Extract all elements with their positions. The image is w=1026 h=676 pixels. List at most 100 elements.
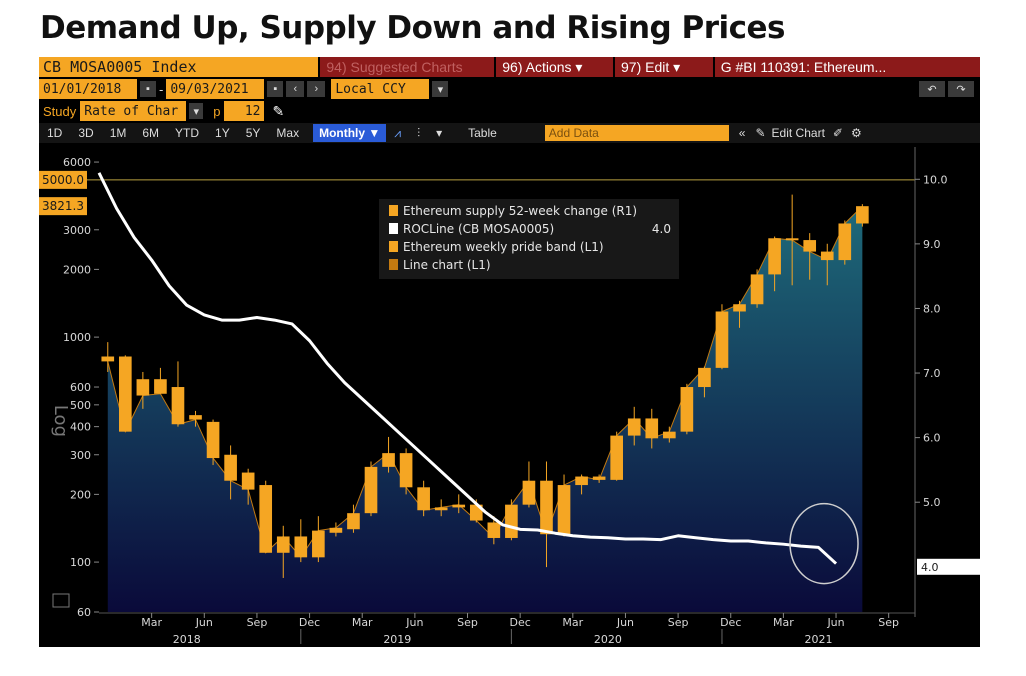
- candle-body: [663, 431, 676, 439]
- candle-body: [329, 527, 343, 533]
- toolbar-study: Study Rate of Char ▾ p 12 ✎: [39, 101, 980, 121]
- candle-body: [154, 379, 167, 394]
- end-date-field[interactable]: 09/03/2021: [166, 79, 265, 99]
- prev-arrow-icon[interactable]: ‹: [286, 81, 305, 97]
- left-axis-tick-label: 100: [70, 556, 91, 569]
- candle-body: [856, 206, 869, 224]
- chart-style-icon[interactable]: ⫶: [417, 125, 421, 140]
- legend-box: [379, 199, 679, 279]
- gear-icon[interactable]: ⚙: [850, 126, 862, 140]
- left-axis-tick-label: 3000: [63, 224, 91, 237]
- legend-swatch: [389, 241, 398, 252]
- left-value-tag-label: 3821.3: [42, 199, 84, 213]
- legend-label: Ethereum supply 52-week change (R1): [403, 204, 637, 218]
- suggested-charts-button[interactable]: 94) Suggested Charts: [320, 57, 495, 77]
- candle-body: [241, 472, 255, 490]
- period-label: p: [213, 103, 221, 119]
- toolbar-periods: 1D 3D 1M 6M YTD 1Y 5Y Max Monthly ▼ ⩘ ⫶ …: [39, 123, 980, 143]
- x-axis-month-label: Mar: [352, 616, 373, 629]
- headline: Demand Up, Supply Down and Rising Prices: [40, 10, 785, 46]
- study-select[interactable]: Rate of Char: [80, 101, 187, 121]
- pencil-icon[interactable]: ✎: [272, 102, 285, 119]
- period-button-ytd[interactable]: YTD: [175, 126, 200, 140]
- edit-chart-button[interactable]: Edit Chart: [771, 126, 825, 140]
- candle-body: [627, 418, 641, 436]
- edit-menu[interactable]: 97) Edit ▾: [615, 57, 713, 77]
- candle-body: [434, 507, 448, 511]
- undo-icon[interactable]: ↶: [919, 81, 945, 97]
- period-button-3d[interactable]: 3D: [78, 126, 94, 140]
- right-axis-tick-label: 9.0: [923, 238, 941, 251]
- left-axis-tick-label: 1000: [63, 331, 91, 344]
- x-axis-year-label: 2018: [173, 633, 201, 646]
- toolbar-dates: 01/01/2018 ▪ - 09/03/2021 ▪ ‹ › Local CC…: [39, 79, 980, 99]
- left-axis-label: Log: [50, 405, 71, 437]
- candle-body: [698, 367, 711, 388]
- calendar-icon[interactable]: ▪: [140, 81, 156, 97]
- period-button-1m[interactable]: 1M: [109, 126, 127, 140]
- period-button-5y[interactable]: 5Y: [245, 126, 261, 140]
- left-value-tag: [39, 197, 87, 216]
- chevron-down-icon[interactable]: ▾: [436, 126, 443, 140]
- right-value-tag-label: 4.0: [921, 561, 939, 574]
- candle-body: [347, 513, 360, 530]
- price-area: [107, 206, 863, 612]
- edit-small-icon[interactable]: ✐: [832, 126, 843, 140]
- candle-body: [733, 304, 746, 312]
- right-axis-tick-label: 5.0: [923, 496, 941, 509]
- left-axis-tick-label: 600: [70, 381, 91, 394]
- period-button-max[interactable]: Max: [276, 126, 300, 140]
- period-button-1d[interactable]: 1D: [47, 126, 63, 140]
- period-field[interactable]: 12: [224, 101, 265, 121]
- legend-swatch: [389, 259, 398, 270]
- x-axis-month-label: Sep: [668, 616, 689, 629]
- candle-body: [224, 454, 237, 481]
- candle-body: [610, 435, 623, 480]
- calendar-icon[interactable]: ▪: [267, 81, 284, 97]
- candle-body: [522, 480, 536, 505]
- legend-label: Line chart (L1): [403, 258, 491, 272]
- chart-type-icon[interactable]: ⩘: [394, 125, 402, 140]
- candle-body: [206, 421, 220, 459]
- period-button-1y[interactable]: 1Y: [215, 126, 230, 140]
- x-axis-month-label: Jun: [616, 616, 634, 629]
- pencil-icon[interactable]: ✎: [755, 126, 766, 140]
- period-button-6m[interactable]: 6M: [142, 126, 160, 140]
- candle-body: [101, 356, 115, 362]
- graph-id-label[interactable]: G #BI 110391: Ethereum...: [714, 57, 980, 77]
- right-axis-tick-label: 8.0: [923, 302, 941, 315]
- actions-menu[interactable]: 96) Actions ▾: [496, 57, 614, 77]
- x-axis-month-label: Jun: [195, 616, 213, 629]
- right-axis-tick-label: 7.0: [923, 367, 941, 380]
- start-date-field[interactable]: 01/01/2018: [39, 79, 137, 99]
- candle-body: [505, 504, 518, 538]
- left-axis-tick-label: 200: [70, 488, 91, 501]
- candle-body: [259, 485, 273, 553]
- chevron-down-icon[interactable]: ▾: [432, 81, 449, 97]
- x-axis-month-label: Mar: [141, 616, 162, 629]
- left-axis-tick-label: 60: [77, 606, 91, 619]
- legend-label: Ethereum weekly pride band (L1): [403, 240, 604, 254]
- x-axis-month-label: Sep: [457, 616, 478, 629]
- left-axis-tick-label: 2000: [63, 263, 91, 276]
- ticker-field[interactable]: CB MOSA0005 Index: [39, 57, 319, 77]
- candle-body: [276, 536, 290, 553]
- x-axis-month-label: Mar: [773, 616, 794, 629]
- right-axis-tick-label: 6.0: [923, 432, 941, 445]
- candle-body: [417, 487, 430, 511]
- next-arrow-icon[interactable]: ›: [307, 81, 326, 97]
- candle-body: [382, 453, 395, 467]
- candle-body: [294, 536, 308, 558]
- table-button[interactable]: Table: [468, 126, 497, 140]
- price-chart: 6000 3000 2000 1000 600 500 400 300 200 100 60 Log 5…: [39, 147, 980, 646]
- redo-icon[interactable]: ↷: [948, 81, 974, 97]
- candle-body: [364, 466, 378, 514]
- add-data-input[interactable]: Add Data: [544, 125, 729, 141]
- collapse-icon[interactable]: «: [738, 126, 746, 140]
- candle-body: [592, 476, 606, 480]
- frequency-select[interactable]: Monthly ▼: [313, 124, 387, 142]
- left-axis-tick-label: 500: [70, 399, 91, 412]
- candle-body: [768, 238, 781, 275]
- chevron-down-icon[interactable]: ▾: [189, 103, 204, 119]
- currency-select[interactable]: Local CCY: [331, 79, 430, 99]
